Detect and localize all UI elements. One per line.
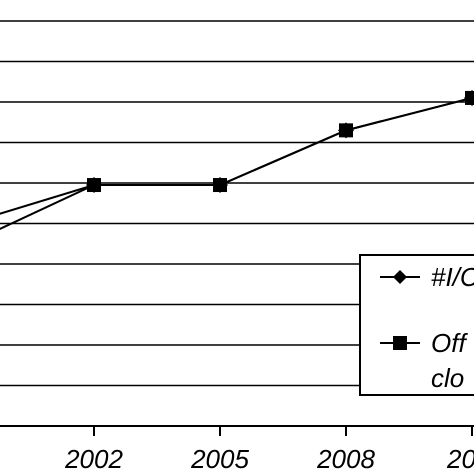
x-tick-label-2008: 2008 (316, 444, 375, 474)
square-marker (87, 178, 101, 193)
legend-box (359, 254, 474, 396)
square-marker (339, 123, 353, 138)
x-tick-label-2011: 20 (446, 444, 474, 474)
square-marker (213, 178, 227, 193)
horizontal-gridlines (0, 20, 474, 387)
legend: #I/C Off clo (359, 254, 474, 396)
x-axis: 2002 2005 2008 20 (0, 425, 474, 474)
x-tick-label-2002: 2002 (64, 444, 123, 474)
data-series (0, 89, 474, 230)
x-tick-label-2005: 2005 (190, 444, 249, 474)
x-axis-ticks (93, 426, 473, 436)
legend-square-marker (393, 336, 407, 350)
series-line-2 (0, 96, 473, 230)
legend-diamond-marker (393, 270, 407, 284)
legend-label-series-2-line-1: Off (431, 328, 468, 358)
legend-label-series-2-line-2: clo (431, 363, 464, 393)
square-marker (465, 90, 474, 105)
legend-label-series-1: #I/C (431, 262, 474, 292)
